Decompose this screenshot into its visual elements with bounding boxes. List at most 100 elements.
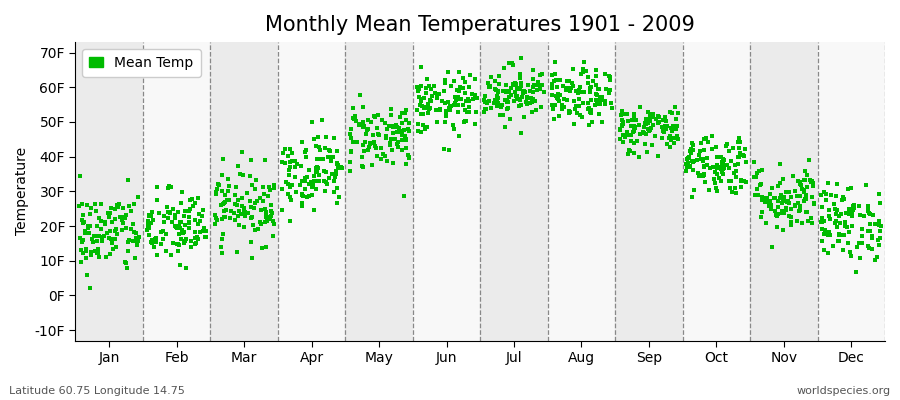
- Mean Temp: [714, 154, 728, 160]
- Mean Temp: [156, 235, 170, 242]
- Mean Temp: [208, 189, 222, 195]
- Mean Temp: [94, 226, 108, 232]
- Mean Temp: [329, 185, 344, 191]
- Mean Temp: [632, 122, 646, 128]
- Mean Temp: [531, 82, 545, 88]
- Mean Temp: [413, 128, 428, 135]
- Mean Temp: [468, 92, 482, 98]
- Mean Temp: [166, 206, 180, 213]
- Mean Temp: [603, 77, 617, 84]
- Mean Temp: [230, 197, 245, 203]
- Mean Temp: [399, 161, 413, 168]
- Mean Temp: [234, 149, 248, 155]
- Mean Temp: [346, 115, 361, 122]
- Mean Temp: [663, 144, 678, 150]
- Mean Temp: [215, 250, 230, 256]
- Mean Temp: [322, 154, 337, 160]
- Mean Temp: [412, 102, 427, 109]
- Mean Temp: [529, 107, 544, 114]
- Mean Temp: [716, 167, 730, 173]
- Mean Temp: [626, 110, 641, 117]
- Mean Temp: [696, 156, 710, 162]
- Mean Temp: [170, 241, 184, 247]
- Mean Temp: [723, 185, 737, 192]
- Mean Temp: [482, 84, 497, 90]
- Mean Temp: [175, 227, 189, 234]
- Mean Temp: [235, 203, 249, 209]
- Mean Temp: [814, 219, 829, 226]
- Mean Temp: [162, 183, 176, 189]
- Mean Temp: [110, 202, 124, 209]
- Mean Temp: [729, 190, 743, 196]
- Mean Temp: [252, 194, 266, 201]
- Mean Temp: [849, 269, 863, 276]
- Mean Temp: [526, 67, 540, 74]
- Mean Temp: [822, 206, 836, 213]
- Mean Temp: [828, 193, 842, 199]
- Mean Temp: [331, 162, 346, 168]
- Mean Temp: [149, 184, 164, 190]
- Mean Temp: [356, 147, 371, 154]
- Mean Temp: [172, 223, 186, 230]
- Mean Temp: [874, 223, 888, 229]
- Mean Temp: [414, 96, 428, 102]
- Mean Temp: [648, 132, 662, 139]
- Mean Temp: [317, 168, 331, 174]
- Mean Temp: [433, 107, 447, 114]
- Mean Temp: [738, 145, 752, 152]
- Mean Temp: [526, 88, 541, 95]
- Mean Temp: [141, 223, 156, 229]
- Mean Temp: [670, 122, 684, 129]
- Mean Temp: [451, 94, 465, 100]
- Mean Temp: [91, 246, 105, 252]
- Mean Temp: [367, 139, 382, 145]
- Mean Temp: [217, 208, 231, 214]
- Mean Temp: [185, 195, 200, 202]
- Mean Temp: [818, 227, 832, 234]
- Mean Temp: [832, 219, 847, 226]
- Mean Temp: [295, 177, 310, 184]
- Mean Temp: [535, 71, 549, 77]
- Mean Temp: [487, 100, 501, 107]
- Mean Temp: [520, 101, 535, 108]
- Mean Temp: [644, 125, 658, 132]
- Mean Temp: [860, 243, 875, 250]
- Mean Temp: [128, 255, 142, 262]
- Mean Temp: [584, 110, 598, 116]
- Mean Temp: [727, 170, 742, 176]
- Mean Temp: [832, 238, 847, 244]
- Mean Temp: [109, 244, 123, 250]
- Mean Temp: [413, 83, 428, 89]
- Mean Temp: [161, 185, 176, 191]
- Mean Temp: [223, 214, 238, 221]
- Mean Temp: [330, 163, 345, 170]
- Mean Temp: [593, 100, 608, 106]
- Mean Temp: [294, 200, 309, 206]
- Mean Temp: [780, 198, 795, 204]
- Mean Temp: [77, 230, 92, 236]
- Mean Temp: [639, 121, 653, 128]
- Mean Temp: [800, 209, 814, 216]
- Mean Temp: [400, 145, 414, 151]
- Mean Temp: [119, 212, 133, 218]
- Mean Temp: [289, 161, 303, 168]
- Mean Temp: [779, 189, 794, 196]
- Mean Temp: [173, 219, 187, 225]
- Mean Temp: [511, 103, 526, 109]
- Mean Temp: [191, 194, 205, 201]
- Mean Temp: [377, 153, 392, 159]
- Mean Temp: [697, 164, 711, 170]
- Mean Temp: [598, 86, 613, 92]
- Mean Temp: [156, 228, 170, 234]
- Mean Temp: [687, 158, 701, 164]
- Mean Temp: [314, 117, 328, 124]
- Mean Temp: [127, 229, 141, 235]
- Mean Temp: [681, 155, 696, 161]
- Mean Temp: [846, 206, 860, 212]
- Mean Temp: [118, 258, 132, 265]
- Mean Temp: [127, 201, 141, 207]
- Mean Temp: [100, 210, 114, 217]
- Mean Temp: [194, 213, 209, 219]
- Mean Temp: [72, 203, 86, 209]
- Mean Temp: [364, 119, 378, 125]
